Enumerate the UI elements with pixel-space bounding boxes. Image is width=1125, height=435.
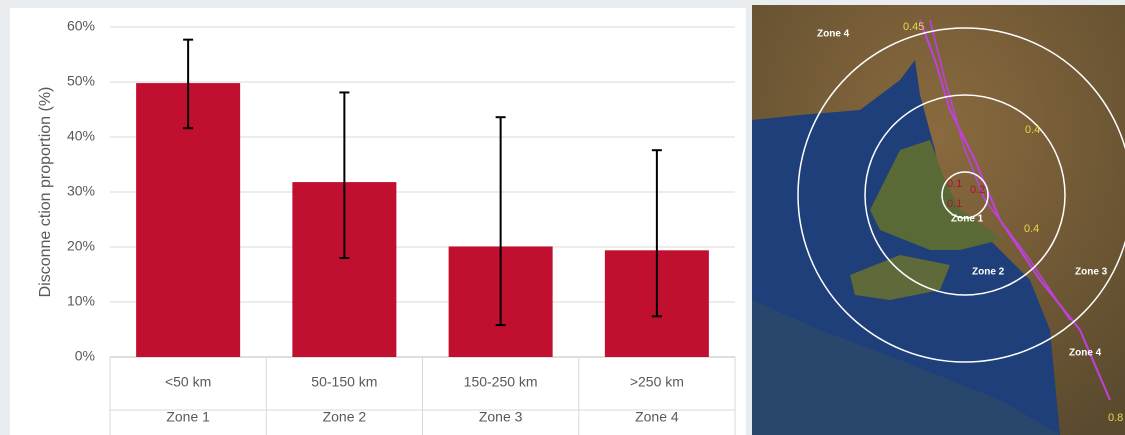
zone-label: Zone 3 <box>479 409 523 425</box>
map-peninsula <box>870 140 1000 250</box>
map-shelf <box>752 300 1060 435</box>
map-num: 0.4 <box>1025 124 1040 136</box>
y-axis-title: Disconne ction proportion (%) <box>37 87 54 298</box>
y-tick-label: 60% <box>67 18 95 34</box>
map-num: 0.1 <box>947 198 962 210</box>
map-label: Zone 4 <box>1069 348 1102 359</box>
zone-circle <box>797 27 1125 363</box>
map: Zone 4 0.45 0.4 0.1 0.2 0.1 Zone 1 0.4 Zone 2 Zon… <box>752 5 1125 435</box>
zone-circle <box>864 94 1066 296</box>
map-num: 0.4 <box>1024 223 1039 235</box>
zone-label: Zone 4 <box>635 409 679 425</box>
y-tick-label: 50% <box>67 73 95 89</box>
x-tick-label: >250 km <box>630 374 684 390</box>
zone-label: Zone 2 <box>323 409 367 425</box>
y-tick-label: 10% <box>67 293 95 309</box>
map-num: 0.45 <box>903 21 924 33</box>
map-island <box>850 255 950 300</box>
map-label: Zone 4 <box>817 29 850 40</box>
map-label: Zone 1 <box>951 214 984 225</box>
y-tick-label: 30% <box>67 183 95 199</box>
x-tick-label: <50 km <box>165 374 211 390</box>
x-tick-label: 150-250 km <box>464 374 538 390</box>
y-tick-label: 20% <box>67 238 95 254</box>
map-num: 0.1 <box>947 178 962 190</box>
map-num: 0.8 <box>1108 412 1123 424</box>
zone-circle <box>941 171 989 219</box>
map-label: Zone 3 <box>1075 267 1108 278</box>
y-tick-label: 0% <box>75 348 95 364</box>
map-num: 0.2 <box>970 184 985 196</box>
y-tick-label: 40% <box>67 128 95 144</box>
zone-label: Zone 1 <box>166 409 210 425</box>
map-label: Zone 2 <box>972 267 1005 278</box>
x-tick-label: 50-150 km <box>311 374 377 390</box>
